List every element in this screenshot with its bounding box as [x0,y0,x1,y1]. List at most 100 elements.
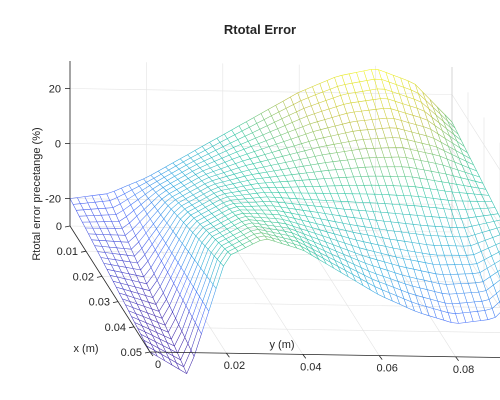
mesh-line [372,99,377,110]
mesh-line [299,204,304,211]
mesh-line [256,119,265,124]
mesh-line [206,193,215,198]
mesh-line [69,197,78,199]
mesh-line [358,210,366,212]
mesh-line [267,196,271,202]
mesh-line [228,218,232,223]
mesh-line [319,252,324,259]
mesh-line [220,222,225,227]
mesh-line [427,225,436,227]
mesh-line [263,115,272,120]
mesh-line [284,174,292,176]
mesh-line [366,249,375,252]
mesh-line [146,322,154,327]
mesh-line [492,237,497,245]
grid-line [451,94,500,171]
mesh-line [365,99,374,101]
mesh-line [344,84,349,94]
mesh-line [161,354,170,359]
mesh-line [443,319,452,323]
mesh-line [450,209,459,211]
mesh-line [369,90,374,100]
mesh-line [386,284,390,293]
x-axis-label: x (m) [73,343,98,355]
mesh-line [420,160,425,170]
mesh-line [454,161,458,171]
mesh-line [412,224,417,234]
mesh-line [280,233,284,239]
mesh-line [191,296,200,318]
mesh-line [385,137,389,148]
mesh-line [72,204,77,211]
mesh-line [404,129,412,133]
mesh-line [174,330,183,347]
mesh-line [136,303,141,311]
mesh-line [212,146,216,151]
mesh-line [251,146,255,152]
mesh-line [249,237,258,242]
x-tick-label: 0.04 [105,322,126,334]
mesh-line [264,235,268,240]
mesh-line [356,70,364,73]
mesh-line [231,167,239,171]
mesh-line [460,140,465,147]
mesh-line [335,250,344,255]
mesh-line [354,159,359,168]
mesh-line [286,192,290,199]
mesh-line [450,274,454,285]
mesh-line [448,182,453,193]
mesh-line [382,127,390,129]
mesh-line [260,109,269,114]
mesh-line [139,281,143,289]
mesh-line [465,209,470,218]
mesh-line [174,345,178,354]
mesh-line [187,150,196,155]
mesh-line [147,312,151,320]
mesh-line [477,311,481,321]
mesh-line [91,239,99,241]
mesh-line [351,209,359,211]
mesh-line [332,115,340,118]
mesh-line [243,234,247,238]
mesh-line [402,214,406,224]
mesh-line [380,212,384,222]
mesh-line [292,160,297,168]
mesh-line [451,255,456,265]
mesh-line [109,200,114,208]
mesh-line [421,102,429,109]
mesh-line [360,233,368,236]
mesh-line [279,150,283,157]
mesh-line [438,172,443,182]
mesh-line [332,214,340,216]
mesh-line [453,134,458,142]
mesh-line [309,179,313,187]
mesh-line [288,167,297,169]
mesh-line [286,216,291,222]
mesh-line [164,360,173,366]
mesh-line [304,225,309,232]
mesh-line [207,161,215,165]
mesh-line [434,180,442,183]
mesh-line [346,113,351,123]
mesh-line [196,197,200,202]
mesh-line [287,180,295,182]
mesh-line [167,272,171,278]
mesh-line [310,163,319,166]
mesh-line [226,173,235,177]
mesh-line [112,253,116,260]
mesh-line [385,246,393,249]
mesh-line [175,235,180,240]
mesh-line [317,212,321,220]
mesh-line [206,164,211,169]
mesh-line [441,293,450,295]
mesh-line [213,168,221,172]
mesh-line [402,103,410,107]
mesh-line [464,172,473,175]
mesh-line [209,137,218,143]
mesh-line [352,193,356,203]
mesh-line [148,238,153,245]
mesh-line [368,219,377,221]
mesh-line [153,214,161,225]
mesh-line [294,180,299,188]
mesh-line [363,241,371,244]
